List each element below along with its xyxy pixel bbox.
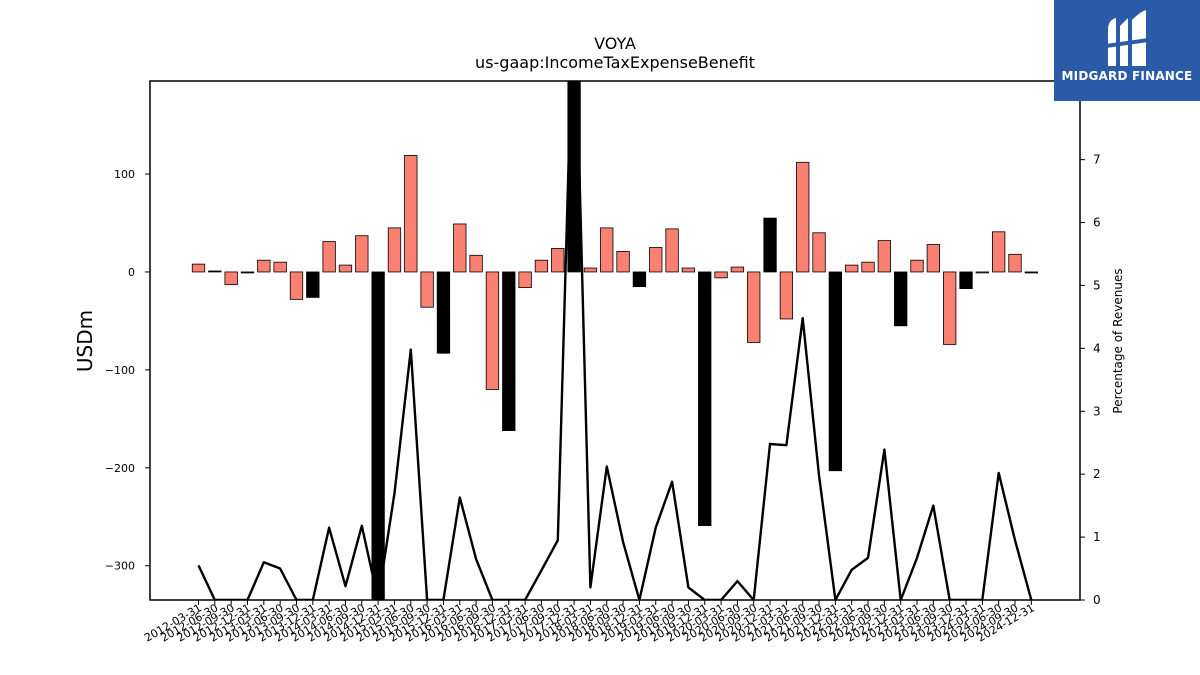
plot-frame <box>149 80 1081 601</box>
bar-series <box>191 81 1038 600</box>
bar-2014-03-31 <box>322 241 336 273</box>
bar-2023-09-30 <box>943 271 957 345</box>
y2-tick-label: 4 <box>1093 341 1101 355</box>
x-axis: 2012-03-312012-06-302012-09-302012-12-31… <box>142 600 1037 645</box>
bar-2020-12-31 <box>763 217 777 273</box>
bar-2024-06-30 <box>992 231 1006 273</box>
bar-2015-12-31 <box>436 271 451 354</box>
bar-2015-06-30 <box>404 155 418 273</box>
bar-2012-09-30 <box>224 271 238 286</box>
bar-2012-12-31 <box>240 271 255 274</box>
bar-2014-09-30 <box>355 235 369 273</box>
y-tick-label: −100 <box>105 364 135 377</box>
midgard-logo-icon <box>1106 10 1148 66</box>
bar-2015-09-30 <box>420 271 434 308</box>
bar-2022-09-30 <box>877 240 892 273</box>
y-axis-right: 0 1 2 3 4 5 6 7 <box>1080 153 1101 607</box>
chart-title: VOYA <box>594 34 636 53</box>
y-tick-label: −200 <box>105 462 135 475</box>
brand-name: MIDGARD FINANCE <box>1061 69 1193 83</box>
bar-2013-12-31 <box>306 271 320 298</box>
bar-2018-06-30 <box>600 227 614 273</box>
y2-tick-label: 3 <box>1093 404 1101 418</box>
bar-2016-09-30 <box>485 271 500 390</box>
revenue-percentage-line <box>197 81 1033 600</box>
y2-tick-label: 6 <box>1093 216 1101 230</box>
bar-2020-03-31 <box>714 271 728 279</box>
bar-2012-06-30 <box>208 270 222 273</box>
y2-tick-label: 1 <box>1093 530 1101 544</box>
bar-2019-09-30 <box>681 267 696 273</box>
bar-2022-06-30 <box>861 261 875 273</box>
y-tick-label: 100 <box>114 168 135 181</box>
bar-2021-03-31 <box>779 271 794 320</box>
bar-2016-12-31 <box>502 271 516 431</box>
bar-2024-12-31 <box>1024 271 1038 274</box>
bar-2013-03-31 <box>257 259 271 273</box>
bar-2018-03-31 <box>583 267 598 273</box>
bar-2017-06-30 <box>534 259 549 273</box>
bar-2015-03-31 <box>387 227 402 273</box>
bar-2020-09-30 <box>747 271 761 343</box>
bar-2024-03-31 <box>975 271 989 274</box>
bar-2022-12-31 <box>894 271 908 327</box>
line-series <box>197 81 1033 600</box>
y2-tick-label: 7 <box>1093 153 1101 167</box>
y-tick-label: −300 <box>105 560 135 573</box>
y-axis-label: USDm <box>73 310 97 372</box>
bar-2021-09-30 <box>812 232 826 273</box>
bar-2014-12-31 <box>371 271 385 600</box>
bar-2018-09-30 <box>616 250 630 273</box>
bar-2019-03-31 <box>649 247 663 273</box>
bar-2018-12-31 <box>632 271 647 288</box>
chart-subtitle: us-gaap:IncomeTaxExpenseBenefit <box>475 53 755 72</box>
y2-tick-label: 2 <box>1093 467 1101 481</box>
y-tick-label: 0 <box>128 266 135 279</box>
bar-2021-12-31 <box>828 271 843 472</box>
brand-logo: MIDGARD FINANCE <box>1054 0 1200 101</box>
bar-2024-09-30 <box>1008 253 1022 273</box>
bar-2016-03-31 <box>453 223 467 273</box>
y-axis-left: −300 −200 −100 0 100 <box>105 168 150 573</box>
bar-2021-06-30 <box>796 161 810 273</box>
y2-tick-label: 5 <box>1093 278 1101 292</box>
bar-2020-06-30 <box>730 266 745 273</box>
bar-2016-06-30 <box>469 254 483 273</box>
bar-2023-06-30 <box>926 244 940 273</box>
bar-2017-09-30 <box>551 248 565 273</box>
bar-2017-03-31 <box>518 271 532 289</box>
bar-2023-12-31 <box>959 271 973 289</box>
bar-2013-09-30 <box>289 271 304 300</box>
bar-2019-06-30 <box>665 228 679 273</box>
bar-2013-06-30 <box>273 261 287 273</box>
bar-2012-03-31 <box>191 263 206 273</box>
bar-2014-06-30 <box>338 264 353 273</box>
bar-2023-03-31 <box>910 259 924 273</box>
bar-2022-03-31 <box>845 264 859 273</box>
y2-tick-label: 0 <box>1093 593 1101 607</box>
bar-2019-12-31 <box>698 271 712 526</box>
y2-axis-label: Percentage of Revenues <box>1111 268 1125 413</box>
